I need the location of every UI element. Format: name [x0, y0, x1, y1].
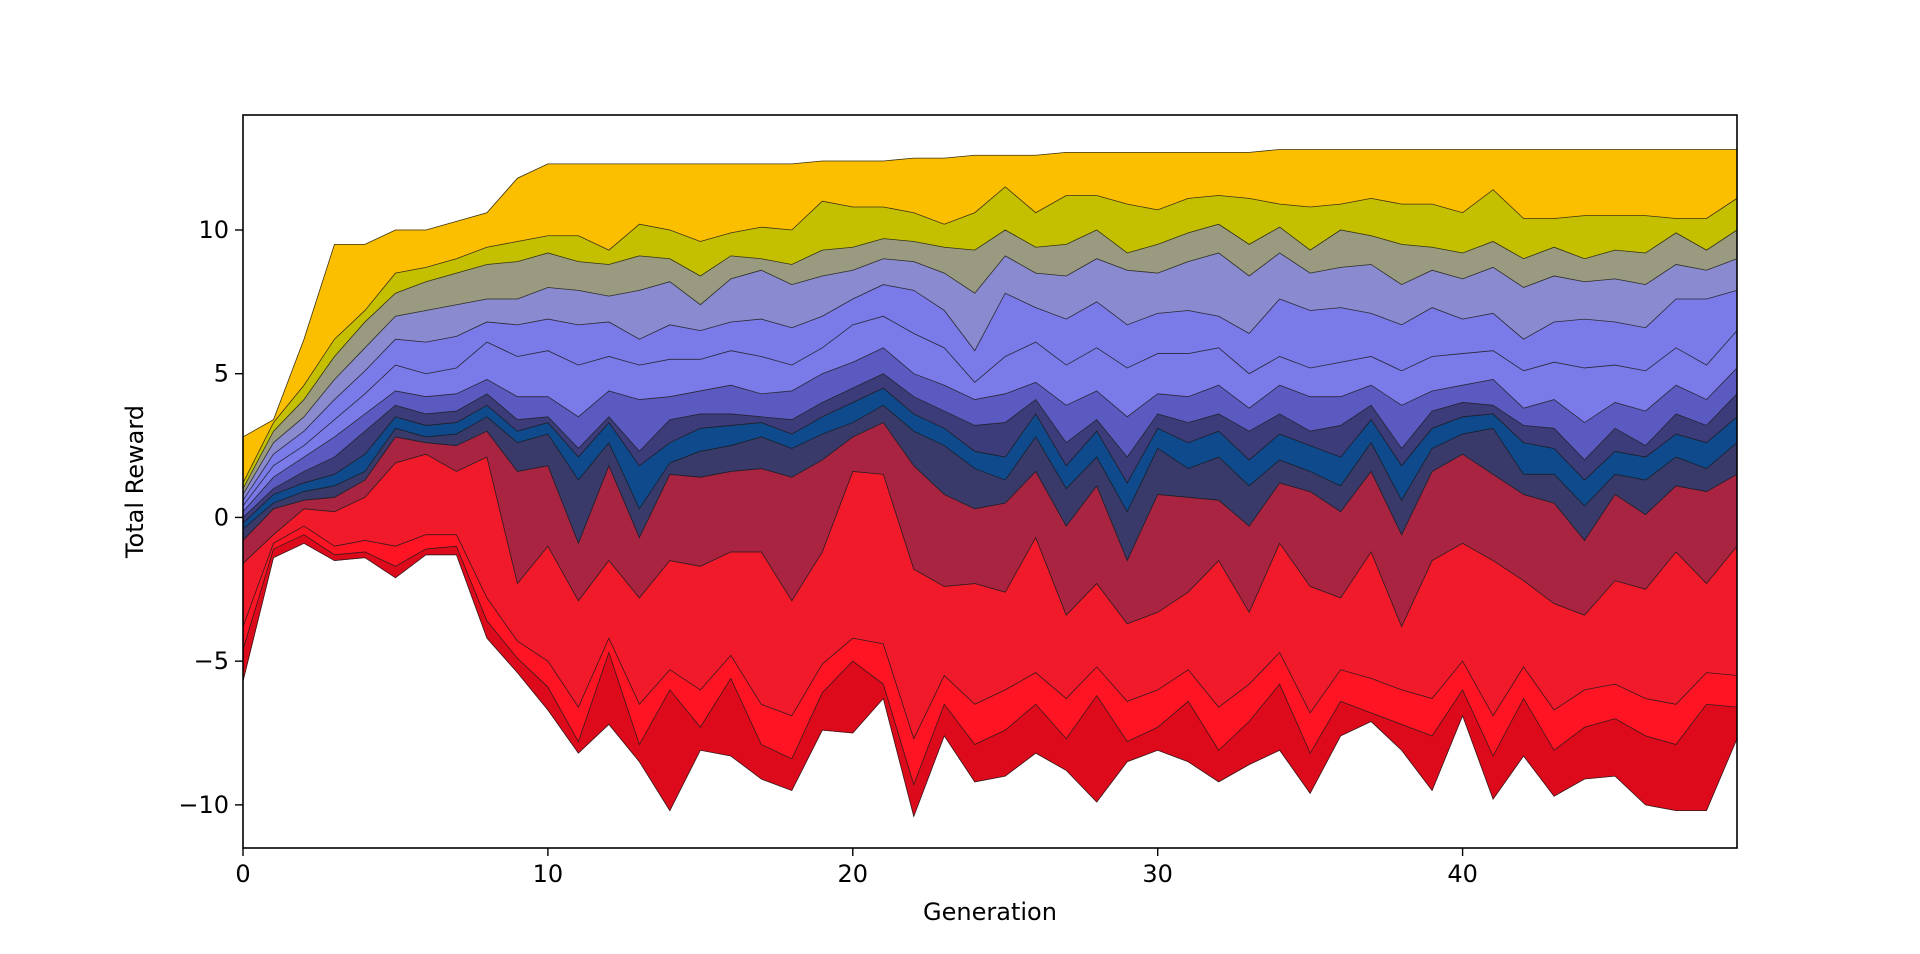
y-tick-label: 5 — [214, 360, 229, 388]
percentile-line-12 — [242, 252, 1738, 495]
percentile-line-2 — [242, 534, 1738, 787]
percentile-line-7 — [242, 387, 1738, 524]
x-tick-label: 0 — [235, 860, 250, 888]
x-tick-label: 40 — [1447, 860, 1478, 888]
percentile-line-14 — [242, 186, 1738, 484]
x-tick-label: 30 — [1142, 860, 1173, 888]
x-axis-label: Generation — [923, 898, 1057, 926]
percentile-bands — [242, 149, 1738, 818]
x-tick-label: 10 — [533, 860, 564, 888]
percentile-line-15 — [242, 149, 1737, 438]
plot-frame — [242, 114, 1738, 849]
percentile-line-4 — [242, 453, 1738, 628]
x-tick-label: 20 — [838, 860, 869, 888]
percentile-line-8 — [242, 373, 1738, 518]
percentile-lines — [242, 149, 1738, 818]
x-axis: 0 10 20 30 40 — [235, 848, 1478, 888]
y-tick-label: 10 — [198, 216, 229, 244]
percentile-line-3 — [242, 525, 1738, 740]
y-axis-label: Total Reward — [121, 405, 149, 559]
y-tick-label: −5 — [194, 647, 229, 675]
percentile-line-10 — [242, 315, 1738, 507]
percentile-line-1 — [242, 542, 1738, 818]
percentile-line-5 — [242, 422, 1738, 562]
y-tick-label: 0 — [214, 503, 229, 531]
percentile-line-13 — [242, 223, 1738, 489]
y-tick-label: −10 — [178, 791, 229, 819]
percentile-line-11 — [242, 284, 1738, 501]
y-axis: −10 −5 0 5 10 — [178, 216, 243, 819]
percentile-line-6 — [242, 404, 1738, 530]
percentile-line-9 — [242, 347, 1738, 512]
